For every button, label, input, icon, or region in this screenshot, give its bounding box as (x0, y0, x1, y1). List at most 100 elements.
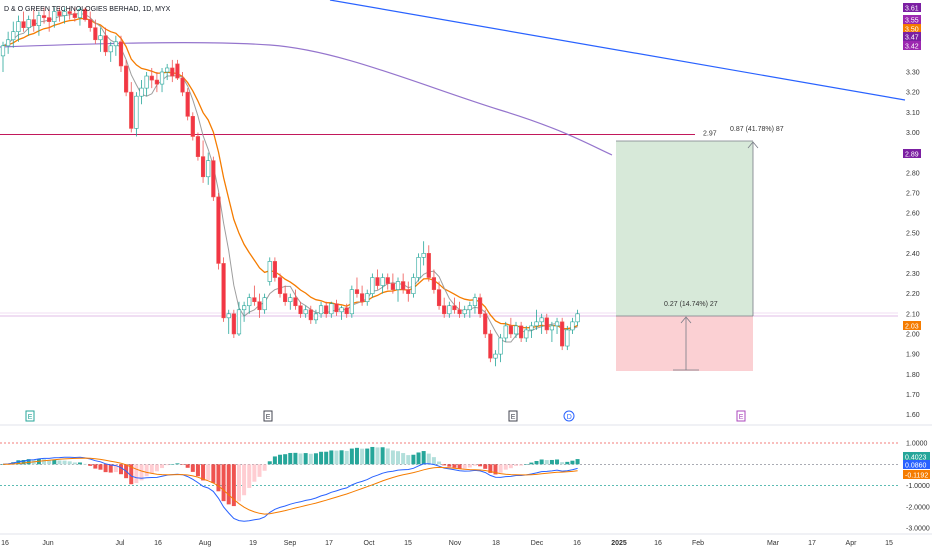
price-badge-label: 2.89 (905, 152, 919, 159)
macd-histogram-bar (201, 464, 206, 481)
macd-histogram-bar (560, 462, 565, 465)
candle-body (16, 21, 21, 32)
macd-histogram-bar (519, 464, 524, 466)
price-badge (903, 24, 921, 33)
x-tick-label: 16 (1, 540, 9, 547)
candle-body (200, 156, 206, 178)
macd-histogram-bar (375, 447, 380, 465)
macd-histogram-bar (149, 464, 154, 474)
macd-histogram-bar (98, 464, 103, 470)
candle-body (380, 277, 385, 286)
macd-histogram-bar (544, 460, 549, 465)
macd-histogram-bar (67, 461, 72, 465)
macd-badge (903, 470, 930, 479)
macd-histogram-bar (319, 451, 324, 465)
macd-histogram-bar (452, 464, 457, 468)
x-tick-label: Apr (846, 540, 858, 547)
candle-body (431, 277, 437, 290)
macd-histogram-bar (118, 464, 123, 475)
candle-body (452, 305, 457, 311)
candle-body (426, 253, 431, 278)
x-tick-label: Nov (449, 540, 462, 547)
macd-histogram-bar (257, 464, 262, 477)
candle-body (565, 329, 570, 347)
macd-histogram-bar (252, 464, 257, 482)
x-tick-label: 17 (325, 540, 333, 547)
candle-body (0, 45, 6, 57)
candle-body (93, 27, 98, 41)
price-tick-label: 2.00 (906, 331, 920, 338)
trendline (329, 0, 906, 101)
candle-body (390, 283, 395, 290)
macd-histogram-bar (539, 459, 544, 465)
x-tick-label: 17 (808, 540, 816, 547)
candle-body (411, 277, 416, 294)
price-tick-label: 2.80 (906, 170, 920, 177)
candle-body (359, 293, 365, 303)
macd-histogram-bar (493, 464, 498, 475)
x-tick-label: Sep (284, 540, 297, 547)
candle-body (406, 289, 411, 294)
macd-histogram-bar (396, 451, 401, 465)
macd-tick-label: 1.0000 (906, 441, 928, 448)
candle-body (262, 297, 267, 311)
x-tick-label: Jun (42, 540, 53, 547)
candle-body (57, 11, 62, 16)
candle-body (180, 77, 185, 93)
macd-histogram-bar (262, 464, 267, 471)
event-marker-label: D (567, 414, 572, 421)
macd-histogram-bar (401, 453, 406, 465)
candle-body (529, 325, 534, 331)
candle-body (216, 196, 221, 264)
candle-body (483, 313, 488, 335)
candle-body (549, 325, 555, 331)
price-tick-label: 3.20 (906, 90, 920, 97)
price-tick-label: 2.20 (906, 291, 920, 298)
candle-body (36, 15, 42, 26)
candle-body (318, 305, 324, 315)
macd-histogram-bar (426, 453, 431, 465)
macd-histogram-bar (478, 464, 483, 467)
price-badge-label: 3.47 (905, 35, 919, 42)
price-tick-label: 1.80 (906, 372, 920, 379)
x-tick-label: 15 (404, 540, 412, 547)
macd-histogram-bar (339, 450, 344, 465)
macd-badge (903, 460, 930, 469)
macd-histogram-bar (42, 459, 47, 465)
chart-title: D & O GREEN TECHNOLOGIES BERHAD, 1D, MYX (4, 6, 171, 13)
macd-histogram-bar (565, 461, 570, 465)
price-pane[interactable]: 2.97 0.87 (41.78%) 87 0.27 (14.74%) 27 (0, 0, 906, 371)
candle-body (401, 281, 406, 290)
candle-body (472, 297, 478, 307)
macd-histogram-bar (88, 464, 93, 466)
candle-body (226, 313, 231, 319)
candle-body (113, 41, 118, 47)
candle-body (288, 297, 293, 303)
candle-body (313, 313, 319, 321)
candle-body (395, 281, 401, 290)
candle-body (283, 293, 288, 303)
price-tick-label: 2.30 (906, 271, 920, 278)
candle-body (231, 313, 236, 335)
macd-histogram-bar (288, 452, 293, 465)
event-marker-label: E (739, 414, 744, 421)
price-badge (903, 3, 921, 12)
candle-body (308, 309, 313, 321)
candle-body (519, 325, 524, 339)
price-tick-label: 1.90 (906, 352, 920, 359)
candle-body (554, 321, 560, 327)
x-tick-label: 16 (654, 540, 662, 547)
candle-body (344, 307, 349, 315)
candle-body (493, 353, 498, 359)
price-tick-label: 3.10 (906, 110, 920, 117)
price-tick-label: 2.50 (906, 231, 920, 238)
macd-histogram-bar (385, 448, 390, 465)
price-tick-label: 3.00 (906, 130, 920, 137)
macd-histogram-bar (416, 452, 421, 465)
candle-body (82, 9, 88, 20)
macd-pane[interactable] (0, 442, 898, 522)
candle-body (62, 11, 67, 16)
candle-body (154, 79, 160, 85)
